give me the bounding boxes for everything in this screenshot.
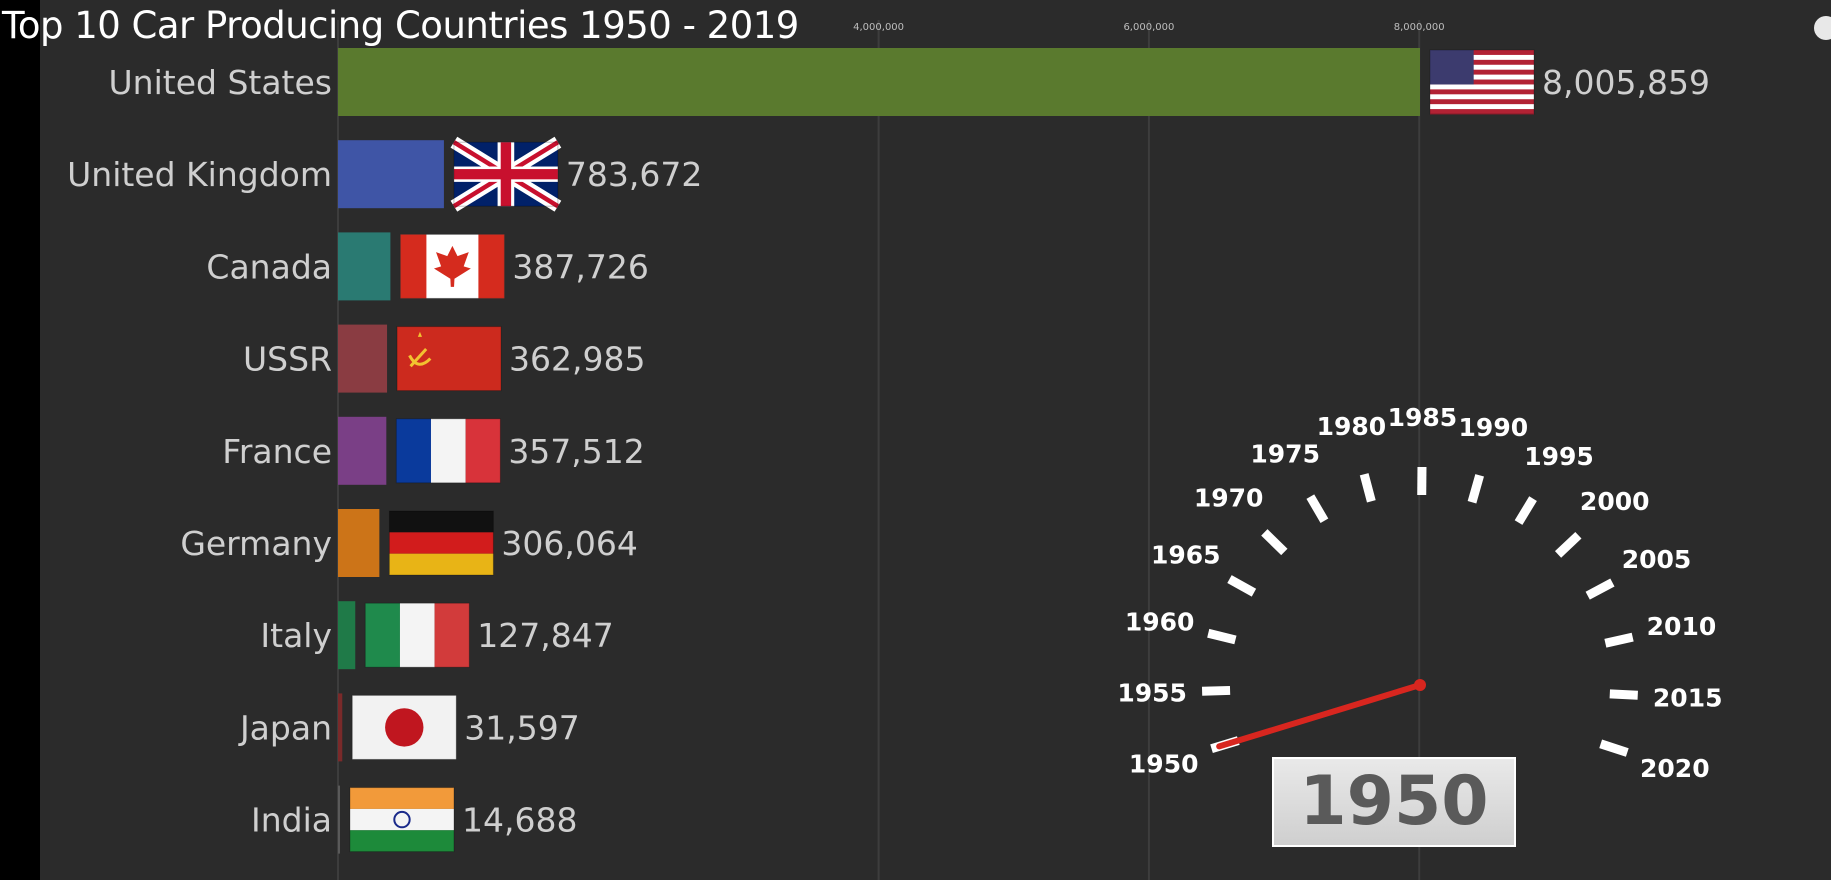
gauge-year-label: 1955 — [1117, 679, 1187, 708]
gauge-tick — [1261, 529, 1288, 556]
gauge-year-label: 2005 — [1622, 545, 1692, 574]
bar — [338, 509, 380, 577]
value-label: 783,672 — [566, 155, 702, 194]
gauge-hub — [1414, 679, 1426, 691]
us-flag — [1429, 49, 1535, 115]
gauge-year-label: 1970 — [1194, 483, 1264, 512]
bar — [338, 140, 444, 209]
gauge-tick — [1514, 496, 1537, 525]
gauge-tick — [1554, 531, 1582, 558]
bar — [338, 416, 387, 485]
category-label: Italy — [260, 616, 332, 655]
gauge-tick — [1467, 474, 1484, 504]
bar-row: Canada 387,726 — [206, 232, 649, 301]
france-flag — [395, 418, 501, 484]
gauge-tick — [1207, 628, 1237, 645]
gauge-tick — [1609, 689, 1638, 700]
value-label: 357,512 — [508, 432, 644, 471]
gauge-year-label: 1975 — [1250, 439, 1320, 468]
bar — [338, 48, 1420, 116]
japan-flag — [351, 694, 457, 760]
bar-row: Japan 31,597 — [238, 693, 580, 762]
gauge-tick — [1599, 739, 1629, 757]
x-tick-label: 4,000,000 — [853, 22, 904, 33]
bar-row: India 14,688 — [251, 785, 577, 854]
gauge-year-label: 1965 — [1151, 541, 1221, 570]
x-tick-label: 8,000,000 — [1394, 22, 1445, 33]
gauge-year-label: 2015 — [1653, 684, 1723, 713]
bar — [338, 693, 343, 762]
gauge-year-label: 2010 — [1647, 612, 1717, 641]
gauge-year-label: 1985 — [1388, 403, 1458, 432]
india-flag — [349, 787, 455, 853]
value-label: 31,597 — [464, 708, 579, 747]
value-label: 14,688 — [462, 801, 577, 840]
chart-title: Top 10 Car Producing Countries 1950 - 20… — [2, 4, 799, 47]
category-label: Canada — [206, 247, 332, 286]
video-control-dot[interactable] — [1814, 16, 1831, 40]
gauge-year-label: 2000 — [1580, 487, 1650, 516]
canada-flag — [399, 233, 505, 299]
ussr-flag — [396, 326, 502, 392]
category-label: Japan — [238, 708, 332, 747]
category-label: Germany — [180, 524, 332, 563]
bar-row: Italy 127,847 — [260, 601, 614, 670]
bar-row: United Kingdom 783,672 — [67, 136, 702, 212]
value-label: 362,985 — [509, 340, 645, 379]
bar — [338, 601, 356, 670]
bar-row: France 357,512 — [222, 416, 645, 485]
gauge-year-label: 1990 — [1459, 413, 1529, 442]
gauge-tick — [1359, 473, 1376, 503]
value-label: 306,064 — [501, 524, 637, 563]
gauge-tick — [1585, 578, 1615, 600]
bars: United States 8,005,859 United Kingdom 783,… — [67, 48, 1710, 854]
category-label: United Kingdom — [67, 155, 332, 194]
italy-flag — [364, 602, 470, 668]
gauge-needle — [1216, 682, 1423, 750]
gauge-year-label: 2020 — [1640, 754, 1710, 783]
germany-flag — [388, 510, 494, 576]
current-year-display: 1950 — [1272, 757, 1516, 847]
category-label: USSR — [243, 340, 332, 379]
bar — [338, 232, 391, 301]
gauge-year-label: 1950 — [1129, 749, 1199, 778]
uk-flag — [450, 136, 562, 212]
bar — [338, 324, 388, 393]
gauge-tick — [1201, 685, 1231, 696]
bar-row: United States 8,005,859 — [109, 48, 1710, 116]
gauge-tick — [1306, 494, 1329, 524]
bar — [338, 785, 340, 854]
gauge-year-label: 1980 — [1317, 412, 1387, 441]
left-letterbox — [0, 0, 40, 880]
value-label: 127,847 — [477, 616, 613, 655]
gauge-year-label: 1960 — [1125, 607, 1195, 636]
category-label: India — [251, 801, 332, 840]
bar-row: USSR 362,985 — [243, 324, 646, 393]
category-label: United States — [109, 63, 332, 102]
bar-row: Germany 306,064 — [180, 509, 638, 577]
x-tick-label: 6,000,000 — [1123, 22, 1174, 33]
value-label: 8,005,859 — [1542, 63, 1710, 102]
category-label: France — [222, 432, 332, 471]
gauge-tick — [1227, 575, 1257, 597]
gauge-tick — [1604, 632, 1634, 648]
value-label: 387,726 — [512, 247, 648, 286]
gauge-year-label: 1995 — [1524, 442, 1594, 471]
